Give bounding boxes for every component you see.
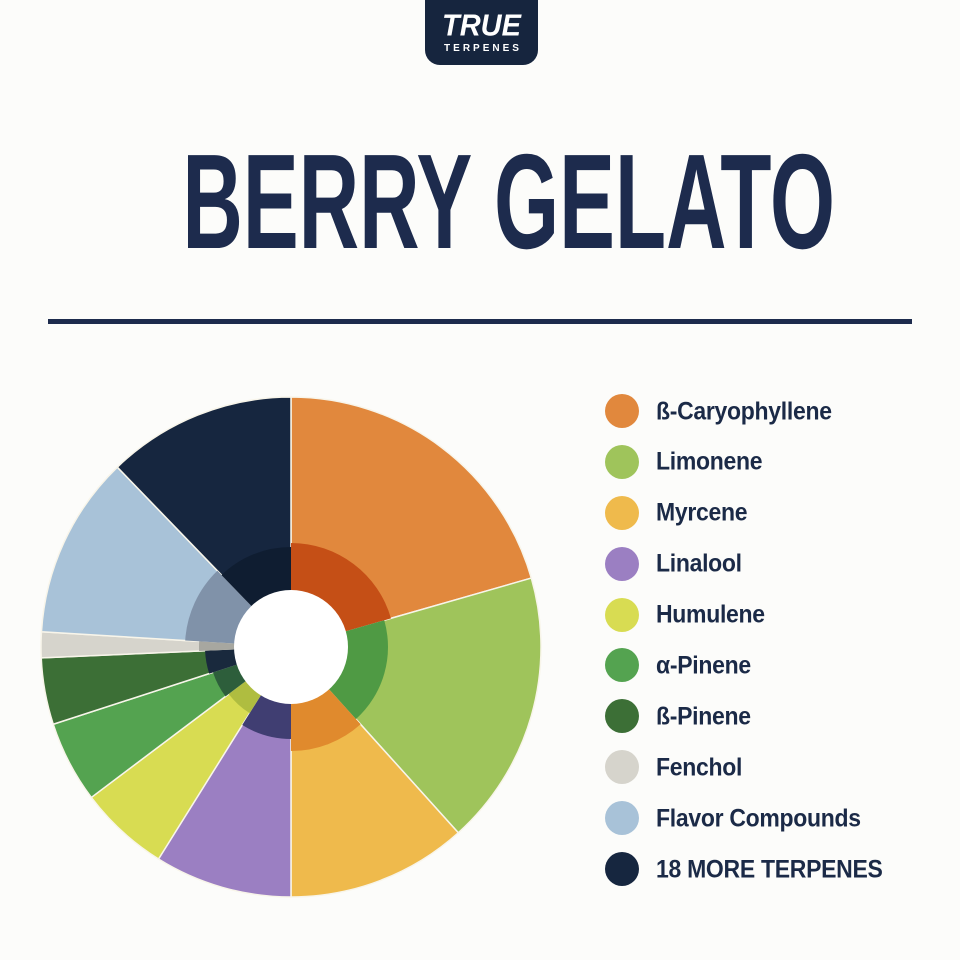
legend-label-pinene: α-Pinene <box>656 650 751 679</box>
brand-logo: TRUE TERPENES <box>425 0 538 65</box>
legend-item-linalool: Linalool <box>605 546 883 581</box>
legend-swatch-18-more-terpenes <box>605 852 639 887</box>
terpene-pie-chart <box>40 396 542 898</box>
divider-rule <box>48 319 912 324</box>
page-title: BERRY GELATO <box>182 126 836 277</box>
legend-label-18-more-terpenes: 18 MORE TERPENES <box>656 854 883 883</box>
legend-swatch-linalool <box>605 546 639 581</box>
legend-item-18-more-terpenes: 18 MORE TERPENES <box>605 852 883 887</box>
legend-swatch-fenchol <box>605 750 639 785</box>
legend-label-myrcene: Myrcene <box>656 498 748 527</box>
legend-swatch-caryophyllene <box>605 394 639 428</box>
legend-swatch-humulene <box>605 597 639 632</box>
legend-label-humulene: Humulene <box>656 599 765 629</box>
legend-swatch-pinene <box>605 699 639 734</box>
pie-center-hole <box>234 590 348 704</box>
legend-item-flavor-compounds: Flavor Compounds <box>605 801 883 836</box>
legend-label-flavor-compounds: Flavor Compounds <box>656 803 861 832</box>
legend-swatch-flavor-compounds <box>605 801 639 836</box>
brand-wordmark: TRUE <box>442 8 521 43</box>
legend-item-humulene: Humulene <box>605 597 883 632</box>
legend-item-caryophyllene: ß-Caryophyllene <box>605 394 883 428</box>
legend-label-limonene: Limonene <box>656 447 763 476</box>
legend-item-myrcene: Myrcene <box>605 495 883 530</box>
legend-item-pinene: α-Pinene <box>605 648 883 683</box>
brand-subtext: TERPENES <box>444 42 522 54</box>
legend-swatch-myrcene <box>605 495 639 530</box>
legend-item-pinene: ß-Pinene <box>605 699 883 734</box>
legend-label-fenchol: Fenchol <box>656 752 743 781</box>
legend-label-linalool: Linalool <box>656 549 742 578</box>
legend-item-limonene: Limonene <box>605 444 883 479</box>
chart-legend: ß-Caryophyllene Limonene Myrcene Linalool Hu… <box>605 394 883 903</box>
legend-label-pinene: ß-Pinene <box>656 701 751 730</box>
legend-swatch-pinene <box>605 648 639 683</box>
legend-swatch-limonene <box>605 444 639 479</box>
legend-item-fenchol: Fenchol <box>605 750 883 785</box>
legend-label-caryophyllene: ß-Caryophyllene <box>656 396 832 425</box>
